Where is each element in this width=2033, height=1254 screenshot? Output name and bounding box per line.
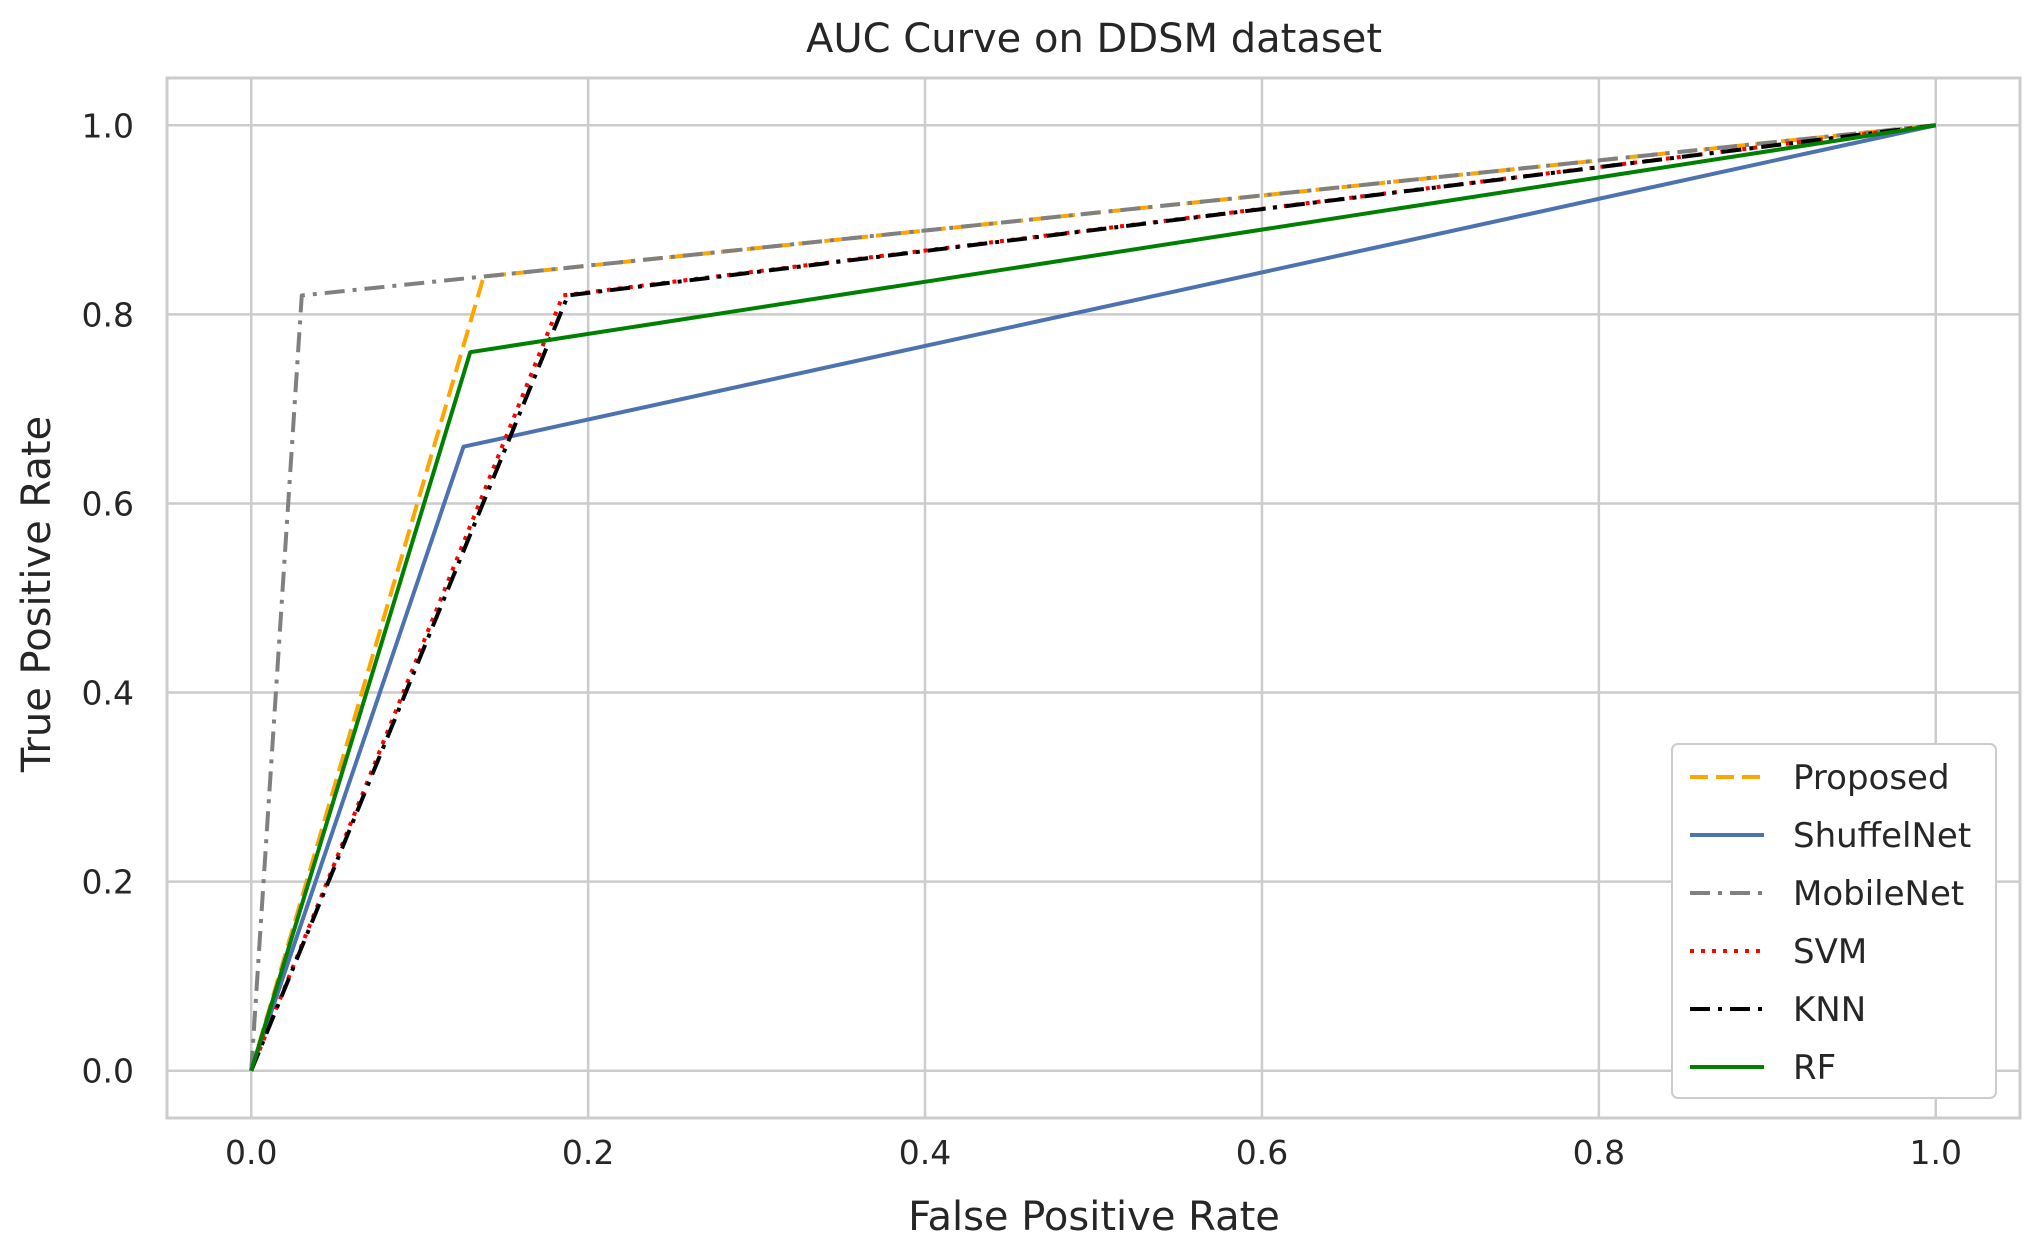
- x-axis-ticks: 0.0 0.2 0.4 0.6 0.8 1.0: [225, 1133, 1962, 1172]
- x-tick-label: 0.6: [1236, 1133, 1288, 1172]
- legend-frame: [1671, 743, 1997, 1099]
- series-line-mobilenet: [249, 123, 1936, 1071]
- y-tick-label: 0.8: [82, 295, 134, 334]
- legend-label-rf: RF: [1793, 1048, 1836, 1088]
- y-axis-label: True Positive Rate: [14, 416, 60, 773]
- x-tick-label: 0.0: [225, 1133, 277, 1172]
- x-tick-label: 1.0: [1910, 1133, 1962, 1172]
- series-line-svm: [249, 123, 1937, 1072]
- legend-label-mobilenet: MobileNet: [1793, 874, 1964, 914]
- legend-label-knn: KNN: [1793, 990, 1866, 1030]
- series-line-shuffelnet: [249, 123, 1937, 1072]
- legend-label-proposed: Proposed: [1793, 758, 1950, 798]
- y-tick-label: 0.2: [82, 863, 134, 902]
- x-tick-label: 0.2: [562, 1133, 614, 1172]
- legend-label-svm: SVM: [1793, 932, 1867, 972]
- x-tick-label: 0.8: [1573, 1133, 1625, 1172]
- x-axis-label: False Positive Rate: [908, 1194, 1280, 1240]
- chart-title: AUC Curve on DDSM dataset: [806, 16, 1382, 62]
- y-tick-label: 0.6: [82, 484, 134, 523]
- y-axis-ticks: 0.0 0.2 0.4 0.6 0.8 1.0: [82, 106, 134, 1090]
- legend: Proposed ShuffelNet MobileNet SVM KNN RF: [1671, 743, 1997, 1099]
- series-line-rf: [249, 123, 1937, 1072]
- series-lines: [249, 123, 1937, 1072]
- x-tick-label: 0.4: [899, 1133, 951, 1172]
- y-tick-label: 0.4: [82, 674, 134, 713]
- legend-label-shuffelnet: ShuffelNet: [1793, 816, 1971, 856]
- y-tick-label: 1.0: [82, 106, 134, 145]
- plot-area-frame: [165, 76, 2022, 1120]
- y-tick-label: 0.0: [82, 1052, 134, 1091]
